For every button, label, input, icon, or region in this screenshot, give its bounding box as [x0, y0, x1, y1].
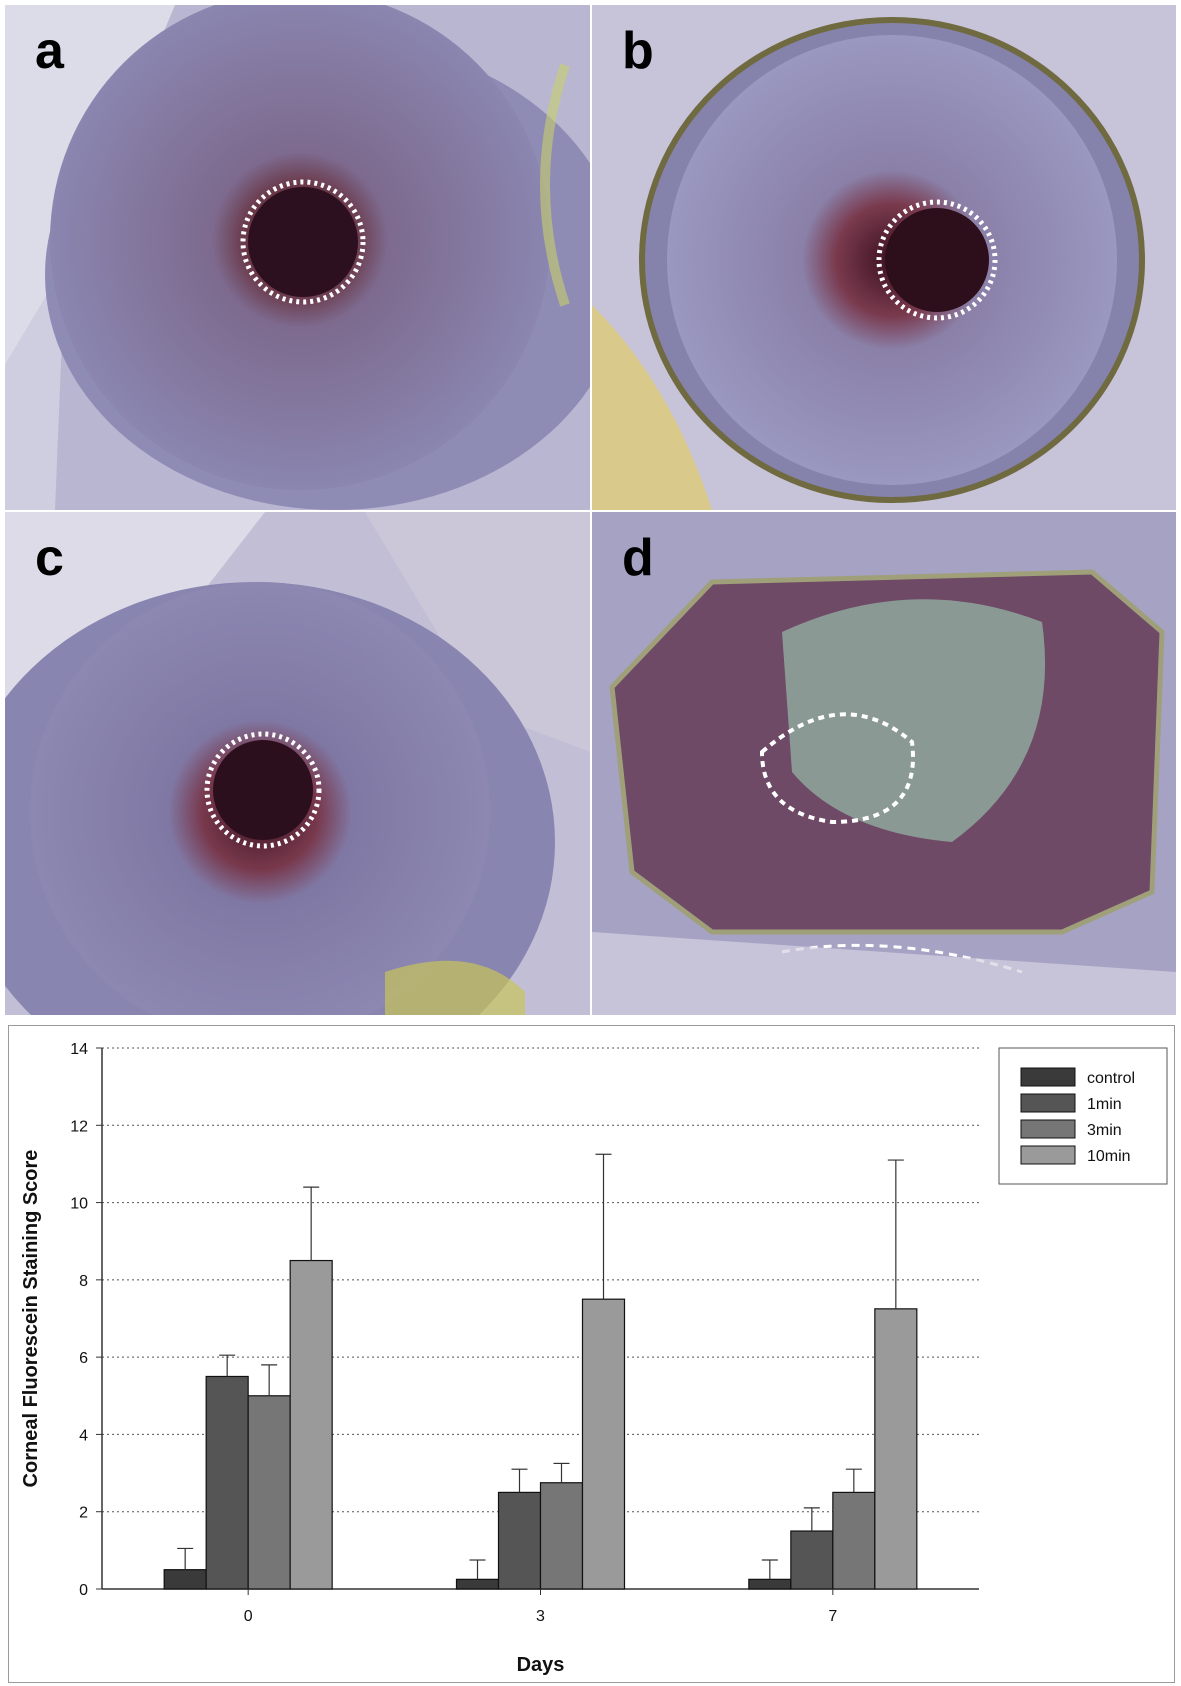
bar-control-7 — [748, 1578, 792, 1590]
panel-label-b: b — [622, 22, 654, 80]
bar-10min-3 — [581, 1298, 626, 1590]
eye-photo-b — [592, 5, 1176, 510]
y-tick-label: 14 — [70, 1041, 88, 1058]
photo-panel-c: c — [5, 512, 590, 1015]
y-axis-title: Corneal Fluorescein Staining Score — [20, 1150, 42, 1488]
y-tick-label: 0 — [79, 1582, 88, 1599]
y-tick-label: 6 — [79, 1350, 88, 1367]
panel-label-c: c — [35, 529, 64, 587]
y-tick-label: 2 — [79, 1505, 88, 1522]
bar-3min-0 — [247, 1395, 291, 1590]
y-tick-label: 4 — [79, 1427, 88, 1444]
bar-chart: 0 2 4 6 8 10 12 14 0 3 7 Days Corneal Fluorescein St… — [20, 1041, 1168, 1676]
eye-photo-c — [5, 512, 590, 1015]
legend-label-3min: 3min — [1087, 1122, 1122, 1139]
bar-1min-0 — [205, 1375, 249, 1590]
x-tick-label: 0 — [244, 1608, 253, 1625]
y-tick-label: 12 — [70, 1118, 88, 1135]
legend-swatch-control — [1020, 1067, 1076, 1087]
legend-label-1min: 1min — [1087, 1096, 1122, 1113]
bar-10min-7 — [874, 1308, 918, 1590]
legend-swatch-1min — [1020, 1093, 1076, 1113]
bar-3min-3 — [539, 1482, 584, 1590]
photo-panel-a: a — [5, 5, 590, 510]
bar-1min-7 — [790, 1530, 834, 1590]
panel-label-a: a — [35, 22, 64, 80]
chart-frame: 0 2 4 6 8 10 12 14 0 3 7 Days Corneal Fluorescein St… — [8, 1025, 1175, 1683]
eye-photo-a — [5, 5, 590, 510]
y-tick-label: 8 — [79, 1273, 88, 1290]
eye-photo-d — [592, 512, 1176, 1015]
bar-1min-3 — [497, 1491, 542, 1590]
legend-label-10min: 10min — [1087, 1148, 1131, 1165]
bar-control-0 — [163, 1569, 207, 1590]
bar-10min-0 — [289, 1259, 333, 1590]
legend-swatch-10min — [1020, 1145, 1076, 1165]
x-tick-label: 7 — [828, 1608, 837, 1625]
legend-swatch-3min — [1020, 1119, 1076, 1139]
legend-label-control: control — [1087, 1070, 1135, 1087]
photo-panel-b: b — [592, 5, 1176, 510]
bar-3min-7 — [832, 1491, 876, 1590]
bar-control-3 — [455, 1578, 500, 1590]
y-tick-label: 10 — [70, 1196, 88, 1213]
x-axis-title: Days — [517, 1654, 565, 1676]
photo-panel-d: d — [592, 512, 1176, 1015]
panel-label-d: d — [622, 529, 654, 587]
x-tick-label: 3 — [536, 1608, 545, 1625]
